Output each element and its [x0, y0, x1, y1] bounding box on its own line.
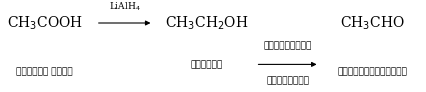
Text: नियंत्रित: नियंत्रित — [263, 41, 312, 51]
Text: LiAlH$_4$: LiAlH$_4$ — [109, 0, 141, 13]
Text: CH$_3$CHO: CH$_3$CHO — [340, 14, 405, 32]
Text: CH$_3$COOH: CH$_3$COOH — [7, 14, 83, 32]
Text: ऑक्सीकरण: ऑक्सीकरण — [266, 76, 309, 85]
Text: एसीटिक अम्ल: एसीटिक अम्ल — [17, 67, 73, 76]
Text: एसीटेल्डिहाइड: एसीटेल्डिहाइड — [338, 67, 408, 76]
Text: CH$_3$CH$_2$OH: CH$_3$CH$_2$OH — [165, 14, 248, 32]
Text: एथेनॉल: एथेनॉल — [190, 60, 223, 69]
